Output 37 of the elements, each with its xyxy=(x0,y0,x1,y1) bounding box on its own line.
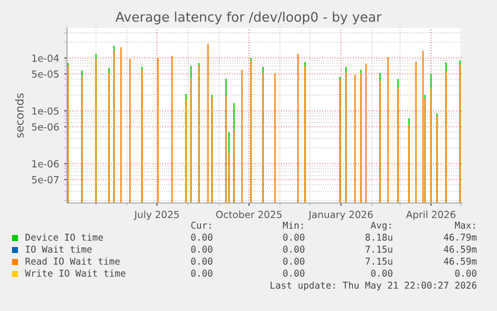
y-axis-title: seconds xyxy=(15,93,24,138)
text: Avg: xyxy=(370,222,391,231)
text: 7.15u xyxy=(366,258,392,265)
text: Min: xyxy=(282,222,303,229)
text: 0.00 xyxy=(191,234,212,241)
y-tick-label: 5e-07 xyxy=(32,176,59,184)
text: Last update: Thu May 21 22:00:27 2026 xyxy=(270,282,476,291)
x-tick-label: July 2025 xyxy=(134,210,179,220)
x-tick-label: January 2026 xyxy=(308,210,373,220)
y-tick-label: 1e-06 xyxy=(32,160,59,168)
text: 0.00 xyxy=(455,270,476,277)
legend-label: Device IO time xyxy=(26,234,103,241)
text: 0.00 xyxy=(283,258,304,265)
text: 46.79m xyxy=(444,234,477,241)
text: 7.15u xyxy=(366,246,392,253)
text: 0.00 xyxy=(283,246,304,253)
y-tick-label: 5e-06 xyxy=(32,123,59,131)
y-tick-label: 1e-05 xyxy=(32,107,59,115)
text: 0.00 xyxy=(191,246,212,253)
text: 8.18u xyxy=(366,234,392,241)
text: 46.59m xyxy=(444,246,477,253)
text: Cur: xyxy=(191,222,211,229)
chart-title: Average latency for /dev/loop0 - by year xyxy=(116,12,382,24)
legend-label: IO Wait time xyxy=(26,246,92,253)
text: 0.00 xyxy=(371,270,392,277)
text: Max: xyxy=(454,222,475,229)
x-tick-label: October 2025 xyxy=(216,210,282,218)
legend-label: Read IO Wait time xyxy=(26,258,120,265)
y-tick-label: 5e-05 xyxy=(32,70,59,78)
text: 0.00 xyxy=(191,258,212,265)
x-tick-label: April 2026 xyxy=(406,210,456,220)
text: 46.59m xyxy=(444,258,477,265)
legend-label: Write IO Wait time xyxy=(25,270,126,277)
y-tick-label: 1e-04 xyxy=(32,54,59,62)
text: 0.00 xyxy=(283,270,304,277)
text: 0.00 xyxy=(283,234,304,241)
text: 0.00 xyxy=(191,270,212,277)
